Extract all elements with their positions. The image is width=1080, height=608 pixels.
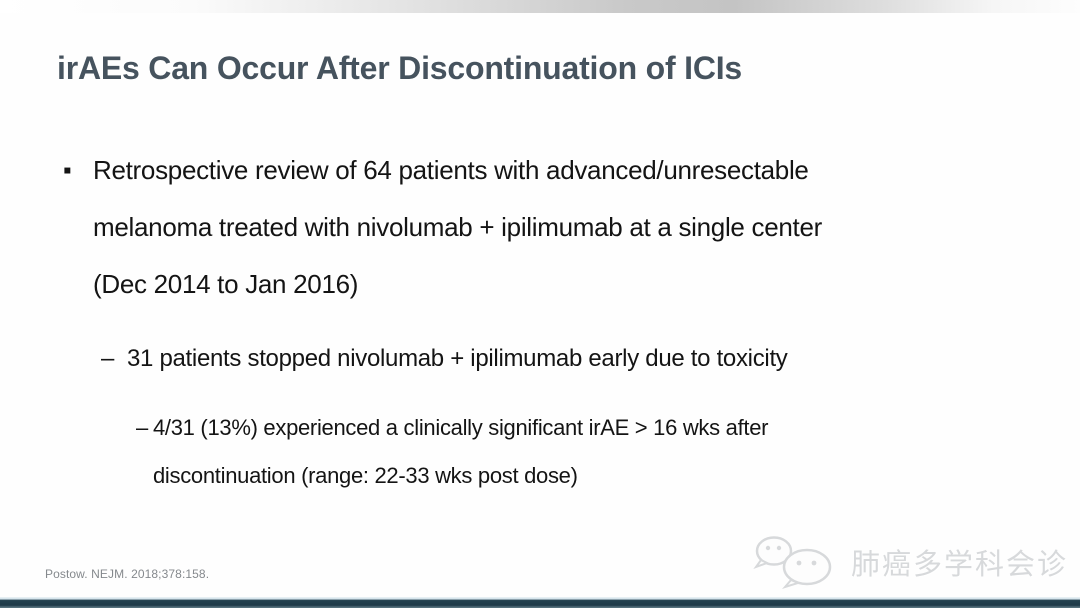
- dash-bullet-icon: –: [136, 415, 149, 440]
- citation: Postow. NEJM. 2018;378:158.: [45, 567, 210, 581]
- bullet-level1-text: Retrospective review of 64 patients with…: [93, 142, 822, 313]
- bullet1-line-1: Retrospective review of 64 patients with…: [93, 155, 809, 185]
- bullet3-line-2: discontinuation (range: 22-33 wks post d…: [153, 463, 578, 488]
- slide-title: irAEs Can Occur After Discontinuation of…: [57, 50, 743, 86]
- bullet-level2: – 31 patients stopped nivolumab + ipilim…: [101, 330, 788, 387]
- wechat-logo-icon: [753, 536, 832, 589]
- dash-bullet-icon: –: [101, 345, 115, 372]
- bullet1-line-3: (Dec 2014 to Jan 2016): [93, 269, 359, 299]
- bullet-level3-text: 4/31 (13%) experienced a clinically sign…: [153, 404, 768, 500]
- watermark-text: 肺癌多学科会诊: [850, 547, 1068, 581]
- bullet2-line-1: 31 patients stopped nivolumab + ipilimum…: [127, 345, 788, 372]
- square-bullet-icon: ▪: [63, 157, 72, 184]
- bullet-level3: – 4/31 (13%) experienced a clinically si…: [136, 404, 768, 500]
- watermark: 肺癌多学科会诊: [751, 534, 1068, 590]
- bottom-accent-bar: [0, 597, 1080, 608]
- bullet3-line-1: 4/31 (13%) experienced a clinically sign…: [153, 415, 769, 440]
- bullet-level1: ▪ Retrospective review of 64 patients wi…: [63, 142, 822, 313]
- bullet1-line-2: melanoma treated with nivolumab + ipilim…: [93, 212, 822, 242]
- bullet-level2-text: 31 patients stopped nivolumab + ipilimum…: [127, 330, 788, 387]
- top-gradient-bar: [0, 0, 1080, 13]
